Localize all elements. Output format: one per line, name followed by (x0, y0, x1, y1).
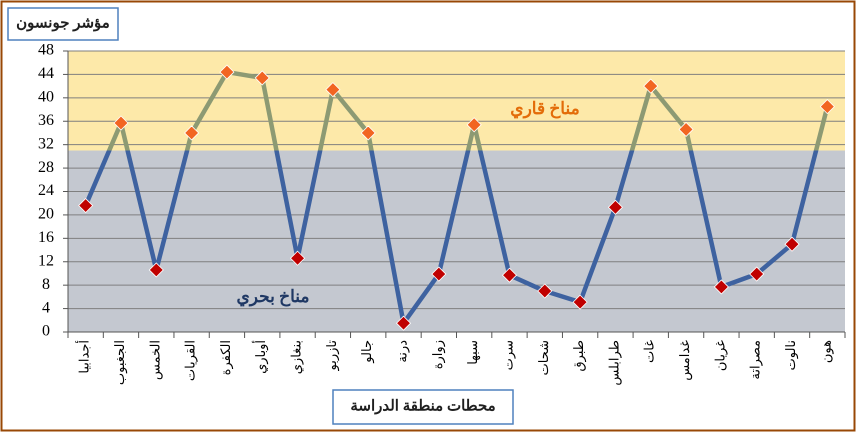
marker (219, 64, 235, 80)
y-tick-label: 28 (38, 159, 54, 176)
x-tick-label: أجدابيا (76, 340, 92, 374)
x-tick-label: سرت (500, 340, 516, 370)
marker (749, 266, 765, 282)
marker (113, 115, 129, 131)
marker (78, 197, 94, 214)
x-tick-label: مصراتة (748, 340, 764, 380)
y-tick-label: 44 (38, 65, 54, 82)
x-tick-label: تازربو (324, 340, 340, 372)
x-tick-label: نالوت (783, 340, 799, 371)
band-label: مناخ بحري (236, 287, 309, 307)
x-tick-label: الجغبوب (112, 340, 128, 385)
marker (713, 279, 729, 295)
x-tick-label: طرابلس (606, 340, 622, 386)
y-tick-label: 36 (38, 112, 54, 129)
marker (501, 267, 518, 283)
y-tick-label: 32 (38, 135, 54, 152)
marker (678, 121, 694, 138)
x-tick-label: الكفرة (218, 340, 234, 375)
x-tick-label: جالو (359, 340, 375, 364)
marker (360, 125, 376, 141)
x-tick-label: شحات (536, 340, 551, 375)
x-tick-label: غات (642, 340, 657, 363)
x-tick-label: غريان (712, 340, 728, 371)
marker (254, 70, 270, 86)
y-tick-label: 24 (38, 182, 54, 199)
x-tick-label: غدامس (677, 340, 693, 381)
marker (607, 199, 623, 215)
x-tick-label: بنغازي (289, 340, 305, 374)
marker (325, 82, 341, 98)
y-tick-label: 4 (42, 299, 50, 316)
x-axis-label: محطات منطقة الدراسة (350, 398, 495, 414)
x-tick-label: هون (818, 340, 834, 363)
marker (395, 315, 412, 331)
marker (537, 283, 553, 299)
band (68, 150, 845, 332)
series-line (106, 69, 830, 151)
x-tick-label: القريات (183, 340, 199, 381)
marker (184, 125, 200, 141)
marker (290, 250, 306, 266)
marker (572, 294, 588, 310)
x-tick-label: درنة (395, 340, 411, 363)
y-tick-label: 20 (38, 206, 54, 223)
y-tick-label: 0 (42, 323, 50, 340)
x-tick-label: سبها (465, 340, 481, 365)
marker (784, 236, 800, 252)
marker (148, 262, 164, 278)
y-tick-label: 12 (38, 252, 54, 269)
y-tick-label: 16 (38, 229, 54, 246)
band-label: مناخ قاري (510, 99, 579, 119)
x-label-box (332, 389, 514, 425)
marker (819, 99, 835, 115)
x-tick-label: طبرق (571, 340, 587, 372)
y-tick-label: 40 (38, 89, 54, 106)
chart-title: مؤشر جونسون (16, 15, 110, 31)
band (68, 51, 845, 151)
y-tick-label: 8 (42, 276, 50, 293)
x-tick-label: الخمس (147, 340, 163, 380)
title-box (7, 7, 119, 41)
series-line (83, 150, 819, 326)
marker (643, 78, 659, 94)
x-tick-label: زوارة (430, 340, 446, 369)
y-tick-label: 48 (38, 42, 54, 59)
x-tick-label: أوباري (252, 340, 269, 374)
marker (466, 117, 482, 133)
marker (431, 266, 447, 282)
